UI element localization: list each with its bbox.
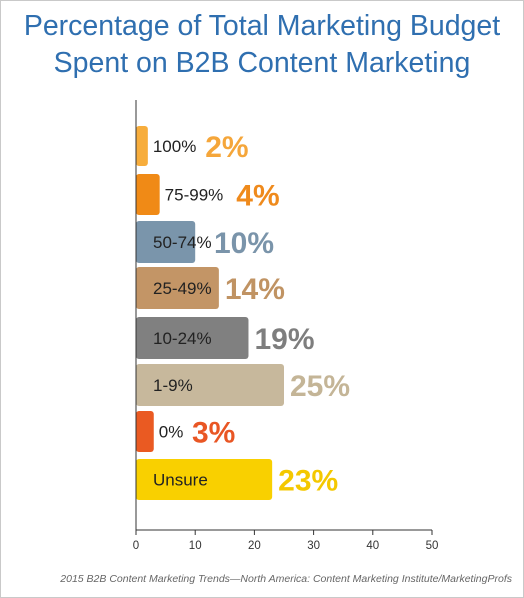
category-label-4: 10-24% — [153, 329, 212, 348]
value-label-2: 10% — [214, 227, 274, 260]
value-label-1: 4% — [236, 180, 279, 213]
category-label-2: 50-74% — [153, 233, 212, 252]
value-label-7: 23% — [278, 465, 338, 498]
value-label-0: 2% — [205, 131, 248, 164]
value-label-3: 14% — [225, 273, 285, 306]
value-label-6: 3% — [192, 417, 235, 450]
x-tick-label-5: 50 — [426, 540, 439, 552]
category-label-6: 0% — [159, 423, 184, 442]
bar-5 — [136, 364, 284, 406]
source-note: 2015 B2B Content Marketing Trends—North … — [60, 573, 512, 585]
bar-4 — [136, 317, 249, 359]
x-tick-label-2: 20 — [248, 540, 261, 552]
bar-6 — [136, 411, 154, 452]
x-axis: 0 10 20 30 40 50 — [133, 100, 439, 552]
category-label-5: 1-9% — [153, 376, 193, 395]
x-tick-label-4: 40 — [366, 540, 379, 552]
category-label-7: Unsure — [153, 471, 208, 490]
x-tick-label-3: 30 — [307, 540, 320, 552]
value-label-5: 25% — [290, 370, 350, 403]
bar-2 — [136, 221, 196, 263]
bar-7 — [136, 459, 273, 500]
category-label-0: 100% — [153, 137, 196, 156]
chart-title: Percentage of Total Marketing Budget Spe… — [0, 8, 524, 82]
bar-0 — [136, 126, 148, 166]
bar-3 — [136, 267, 219, 309]
category-label-1: 75-99% — [165, 186, 224, 205]
category-label-3: 25-49% — [153, 279, 212, 298]
chart-title-line-1: Percentage of Total Marketing Budget — [23, 10, 501, 42]
chart-title-line-2: Spent on B2B Content Marketing — [53, 47, 471, 79]
x-tick-label-0: 0 — [133, 540, 139, 552]
bars-group: 100% 2% 75-99% 4% 50-74% 10%25-49% 14% 10-24% 19… — [136, 126, 350, 500]
x-tick-label-1: 10 — [189, 540, 202, 552]
bar-1 — [136, 174, 160, 215]
value-label-4: 19% — [254, 323, 314, 356]
